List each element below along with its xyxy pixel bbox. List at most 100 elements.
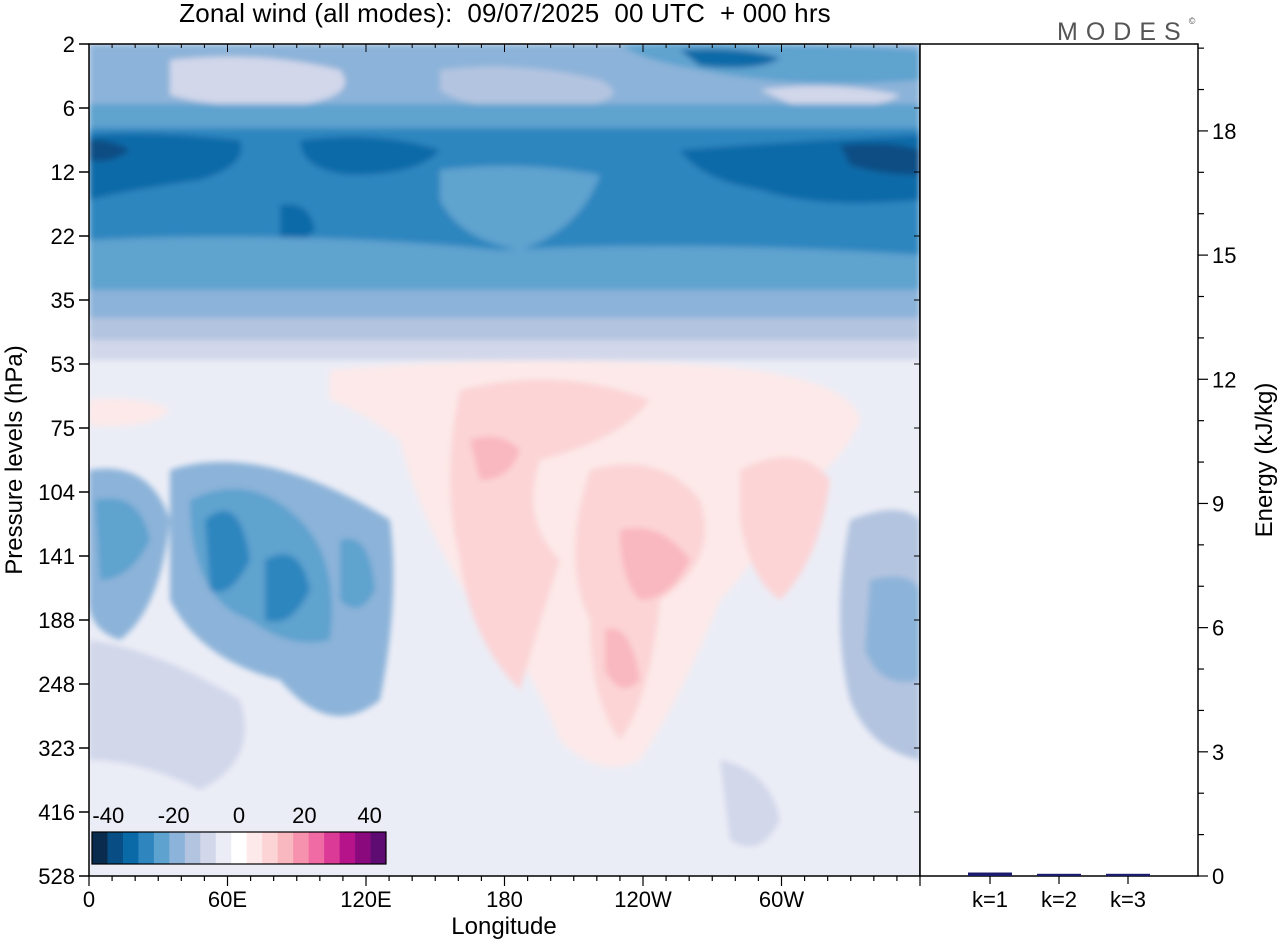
colorbar-swatch (246, 832, 263, 864)
contour-band (89, 318, 920, 340)
energy-axis-title: Energy (kJ/kg) (1251, 383, 1278, 538)
contour-blob (865, 576, 920, 682)
logo-text: MODES (1057, 18, 1189, 46)
wavenumber-label: k=1 (972, 887, 1008, 912)
wavenumber-label: k=2 (1041, 887, 1077, 912)
colorbar-swatch (231, 832, 248, 864)
contour-blob (340, 538, 375, 608)
energy-tick-label: 3 (1212, 740, 1224, 765)
colorbar-frame (91, 831, 387, 865)
colorbar-swatch (308, 832, 325, 864)
energy-tick-label: 12 (1212, 367, 1236, 392)
contour-blob (89, 139, 130, 162)
contour-blob-positive (470, 436, 520, 480)
contour-blob (205, 511, 250, 592)
y-tick-label: 323 (38, 736, 75, 761)
colorbar-swatch (184, 832, 201, 864)
colorbar-swatch (107, 832, 124, 864)
colorbar-label: 0 (233, 803, 245, 828)
energy-bar-k=1 (968, 872, 1012, 876)
y-axis-title: Pressure levels (hPa) (1, 345, 28, 574)
wind-contour-fields (89, 44, 920, 847)
y-tick-label: 6 (63, 96, 75, 121)
colorbar-swatch (169, 832, 186, 864)
y-tick-label: 141 (38, 544, 75, 569)
x-tick-label: 60E (208, 887, 247, 912)
energy-panel (919, 43, 1199, 877)
energy-axis: 0 3 6 9 12 15 18 (1198, 47, 1236, 889)
x-tick-label: 60W (759, 887, 804, 912)
contour-blob-positive (89, 398, 170, 426)
colorbar-swatch (370, 832, 387, 864)
energy-tick-label: 9 (1212, 491, 1224, 516)
energy-bar-k=3 (1106, 873, 1150, 876)
y-tick-label: 188 (38, 608, 75, 633)
contour-band (89, 340, 920, 360)
energy-bar-k=2 (1037, 873, 1081, 876)
y-tick-label: 75 (51, 416, 75, 441)
contour-blob (95, 498, 150, 580)
colorbar-label: 40 (357, 803, 381, 828)
chart-title: Zonal wind (all modes): 09/07/2025 00 UT… (179, 0, 831, 28)
colorbar-swatch (200, 832, 217, 864)
wavenumber-axis: k=1 k=2 k=3 (972, 876, 1146, 912)
contour-blob (440, 66, 614, 111)
colorbar-swatch (138, 832, 155, 864)
contour-blob (720, 760, 780, 847)
colorbar-swatch (262, 832, 278, 864)
energy-bars (968, 872, 1150, 876)
longitude-axis: 0 60E 120E 180 120W 60W (83, 44, 921, 912)
contour-blob (300, 136, 440, 175)
wavenumber-label: k=3 (1110, 887, 1146, 912)
pressure-axis: 2 6 12 22 35 53 75 104 141 188 248 323 416 528 (38, 32, 920, 889)
colorbar: -40 -20 0 20 40 (91, 803, 387, 865)
colorbar-swatch (92, 832, 108, 864)
contour-blob (760, 86, 900, 109)
logo-mark: © (1188, 16, 1196, 26)
contour-blob-positive (605, 628, 640, 688)
contour-blob (680, 49, 780, 68)
contour-blob (89, 640, 245, 790)
y-tick-label: 248 (38, 672, 75, 697)
contour-blob (440, 166, 600, 250)
colorbar-swatch (324, 832, 340, 864)
y-tick-label: 104 (38, 480, 75, 505)
y-tick-label: 35 (51, 288, 75, 313)
y-tick-label: 2 (63, 32, 75, 57)
contour-blob (170, 56, 345, 107)
y-tick-label: 53 (51, 352, 75, 377)
contour-blob-positive (740, 457, 830, 600)
y-tick-label: 528 (38, 864, 75, 889)
colorbar-label: 20 (292, 803, 316, 828)
colorbar-label: -20 (158, 803, 190, 828)
contour-band (89, 290, 920, 318)
contour-blob (265, 554, 310, 622)
contour-blob (89, 236, 920, 290)
colorbar-swatch (122, 832, 139, 864)
y-tick-label: 416 (38, 800, 75, 825)
y-tick-label: 22 (51, 224, 75, 249)
energy-tick-label: 18 (1212, 119, 1236, 144)
colorbar-swatch (355, 832, 371, 864)
colorbar-swatch (339, 832, 356, 864)
energy-tick-label: 6 (1212, 616, 1224, 641)
contour-blob (840, 143, 920, 175)
heatmap-panel (89, 44, 920, 876)
x-tick-label: 120W (614, 887, 672, 912)
modes-logo: MODES© (1057, 16, 1196, 47)
colorbar-label: -40 (92, 803, 124, 828)
contour-blob-positive (620, 528, 690, 600)
colorbar-swatch (293, 832, 309, 864)
x-axis-title: Longitude (451, 913, 556, 940)
x-tick-label: 0 (83, 887, 95, 912)
x-tick-label: 180 (486, 887, 523, 912)
energy-tick-label: 0 (1212, 864, 1224, 889)
colorbar-swatch (215, 832, 232, 864)
energy-tick-label: 15 (1212, 243, 1236, 268)
contour-blob (280, 204, 315, 243)
y-tick-label: 12 (51, 160, 75, 185)
colorbar-swatch (153, 832, 170, 864)
contour-blob-positive (740, 377, 810, 416)
x-tick-label: 120E (340, 887, 391, 912)
